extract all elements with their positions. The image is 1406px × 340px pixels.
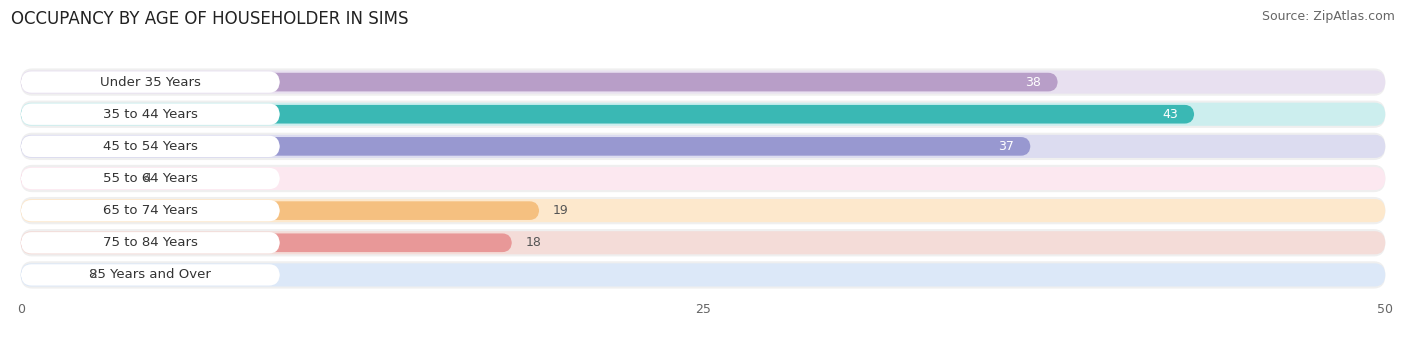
FancyBboxPatch shape bbox=[21, 264, 280, 286]
FancyBboxPatch shape bbox=[21, 101, 1385, 128]
Text: 65 to 74 Years: 65 to 74 Years bbox=[103, 204, 198, 217]
FancyBboxPatch shape bbox=[21, 137, 1031, 156]
FancyBboxPatch shape bbox=[21, 133, 1385, 160]
Text: 18: 18 bbox=[526, 236, 541, 249]
FancyBboxPatch shape bbox=[21, 199, 1385, 222]
Text: 55 to 64 Years: 55 to 64 Years bbox=[103, 172, 198, 185]
Text: 43: 43 bbox=[1163, 108, 1178, 121]
Text: Under 35 Years: Under 35 Years bbox=[100, 75, 201, 89]
Text: Source: ZipAtlas.com: Source: ZipAtlas.com bbox=[1261, 10, 1395, 23]
FancyBboxPatch shape bbox=[21, 168, 280, 189]
Text: 37: 37 bbox=[998, 140, 1014, 153]
FancyBboxPatch shape bbox=[21, 73, 1057, 91]
FancyBboxPatch shape bbox=[21, 68, 1385, 96]
Text: 2: 2 bbox=[89, 268, 97, 282]
FancyBboxPatch shape bbox=[21, 231, 1385, 254]
Text: 19: 19 bbox=[553, 204, 568, 217]
FancyBboxPatch shape bbox=[21, 232, 280, 253]
FancyBboxPatch shape bbox=[21, 105, 1194, 123]
Text: 38: 38 bbox=[1025, 75, 1042, 89]
FancyBboxPatch shape bbox=[21, 266, 76, 284]
FancyBboxPatch shape bbox=[21, 70, 1385, 94]
FancyBboxPatch shape bbox=[21, 71, 280, 93]
FancyBboxPatch shape bbox=[21, 169, 129, 188]
Text: 45 to 54 Years: 45 to 54 Years bbox=[103, 140, 198, 153]
FancyBboxPatch shape bbox=[21, 234, 512, 252]
Text: 4: 4 bbox=[143, 172, 152, 185]
FancyBboxPatch shape bbox=[21, 201, 540, 220]
FancyBboxPatch shape bbox=[21, 165, 1385, 192]
FancyBboxPatch shape bbox=[21, 104, 280, 125]
FancyBboxPatch shape bbox=[21, 136, 280, 157]
FancyBboxPatch shape bbox=[21, 264, 1385, 287]
Text: 85 Years and Over: 85 Years and Over bbox=[90, 268, 211, 282]
FancyBboxPatch shape bbox=[21, 135, 1385, 158]
Text: OCCUPANCY BY AGE OF HOUSEHOLDER IN SIMS: OCCUPANCY BY AGE OF HOUSEHOLDER IN SIMS bbox=[11, 10, 409, 28]
Text: 35 to 44 Years: 35 to 44 Years bbox=[103, 108, 198, 121]
FancyBboxPatch shape bbox=[21, 229, 1385, 256]
Text: 75 to 84 Years: 75 to 84 Years bbox=[103, 236, 198, 249]
FancyBboxPatch shape bbox=[21, 200, 280, 221]
FancyBboxPatch shape bbox=[21, 167, 1385, 190]
FancyBboxPatch shape bbox=[21, 261, 1385, 289]
FancyBboxPatch shape bbox=[21, 103, 1385, 126]
FancyBboxPatch shape bbox=[21, 197, 1385, 224]
